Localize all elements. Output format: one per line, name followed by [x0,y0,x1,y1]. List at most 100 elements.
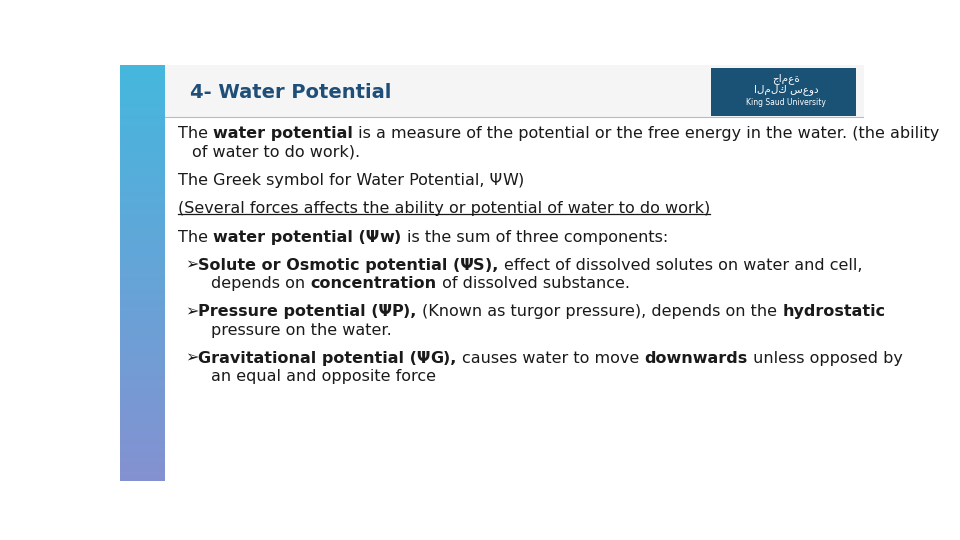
Text: unless opposed by: unless opposed by [748,351,902,366]
Bar [120,226,165,227]
Bar [120,335,165,336]
Bar [120,440,165,441]
Bar [120,393,165,394]
Bar [120,189,165,190]
Bar [120,407,165,408]
Bar [120,219,165,220]
Text: (Several forces affects the ability or potential of water to do work): (Several forces affects the ability or p… [179,201,710,216]
Bar [120,448,165,449]
Bar [120,124,165,125]
Text: ): ) [395,230,407,245]
Bar [120,431,165,432]
Bar [120,380,165,381]
Text: causes water to move: causes water to move [462,351,644,366]
Bar [120,402,165,403]
Bar [120,206,165,207]
Bar [120,309,165,310]
Bar [120,134,165,135]
Bar [120,249,165,251]
Bar [120,404,165,405]
Bar [120,301,165,302]
Bar [120,148,165,150]
Bar [120,181,165,182]
Bar [120,424,165,425]
Bar [120,112,165,113]
Bar [120,86,165,87]
Bar [120,161,165,162]
Bar [120,213,165,214]
Bar [120,73,165,74]
Bar [120,104,165,105]
Bar [120,278,165,279]
Bar [120,179,165,180]
Bar [120,158,165,159]
Bar [120,135,165,136]
Bar [120,475,165,476]
Bar [120,138,165,139]
Text: 4- Water Potential: 4- Water Potential [190,83,391,102]
Bar [120,474,165,475]
Bar [120,338,165,339]
Bar [120,211,165,212]
Bar [120,88,165,89]
Bar [120,326,165,327]
Bar [120,353,165,354]
Bar [120,426,165,427]
Bar [120,217,165,218]
Bar [120,401,165,402]
Bar [120,453,165,454]
Bar [120,428,165,429]
Bar [120,288,165,289]
Bar [120,171,165,172]
Text: King Saud University: King Saud University [746,98,827,107]
Bar [120,345,165,346]
Bar [120,327,165,328]
Bar [120,197,165,198]
Bar [120,447,165,448]
Bar [120,238,165,239]
Bar [120,129,165,130]
Bar [120,384,165,385]
Bar [120,445,165,446]
Bar [120,170,165,171]
Bar [120,311,165,312]
Text: Gravitational potential (Ψ: Gravitational potential (Ψ [198,351,430,366]
Bar [120,383,165,384]
Bar [120,139,165,140]
Bar [120,411,165,412]
Bar [120,255,165,256]
Bar [120,352,165,353]
Bar [120,458,165,459]
Bar [120,298,165,299]
Bar [120,359,165,360]
Bar [120,385,165,386]
Bar [120,165,165,166]
Bar [120,347,165,348]
Bar [120,121,165,122]
Bar [120,186,165,187]
Bar [120,443,165,444]
Bar [120,300,165,301]
Bar [120,291,165,292]
Bar [120,436,165,437]
Bar [120,382,165,383]
Text: The Greek symbol for Water Potential, Ψ: The Greek symbol for Water Potential, Ψ [179,173,502,188]
Bar [120,414,165,415]
Text: ),: ), [485,258,504,273]
Bar [120,90,165,91]
Bar [120,167,165,168]
Bar [120,399,165,400]
Bar [120,341,165,342]
Bar [120,173,165,174]
Bar [120,319,165,320]
Bar [120,363,165,364]
Bar [120,81,165,82]
Text: Pressure potential (Ψ: Pressure potential (Ψ [198,305,392,319]
Bar [120,306,165,307]
Bar [120,466,165,467]
Bar [120,356,165,357]
Bar [120,194,165,195]
Bar [120,122,165,123]
Bar [120,310,165,311]
Bar [120,111,165,112]
